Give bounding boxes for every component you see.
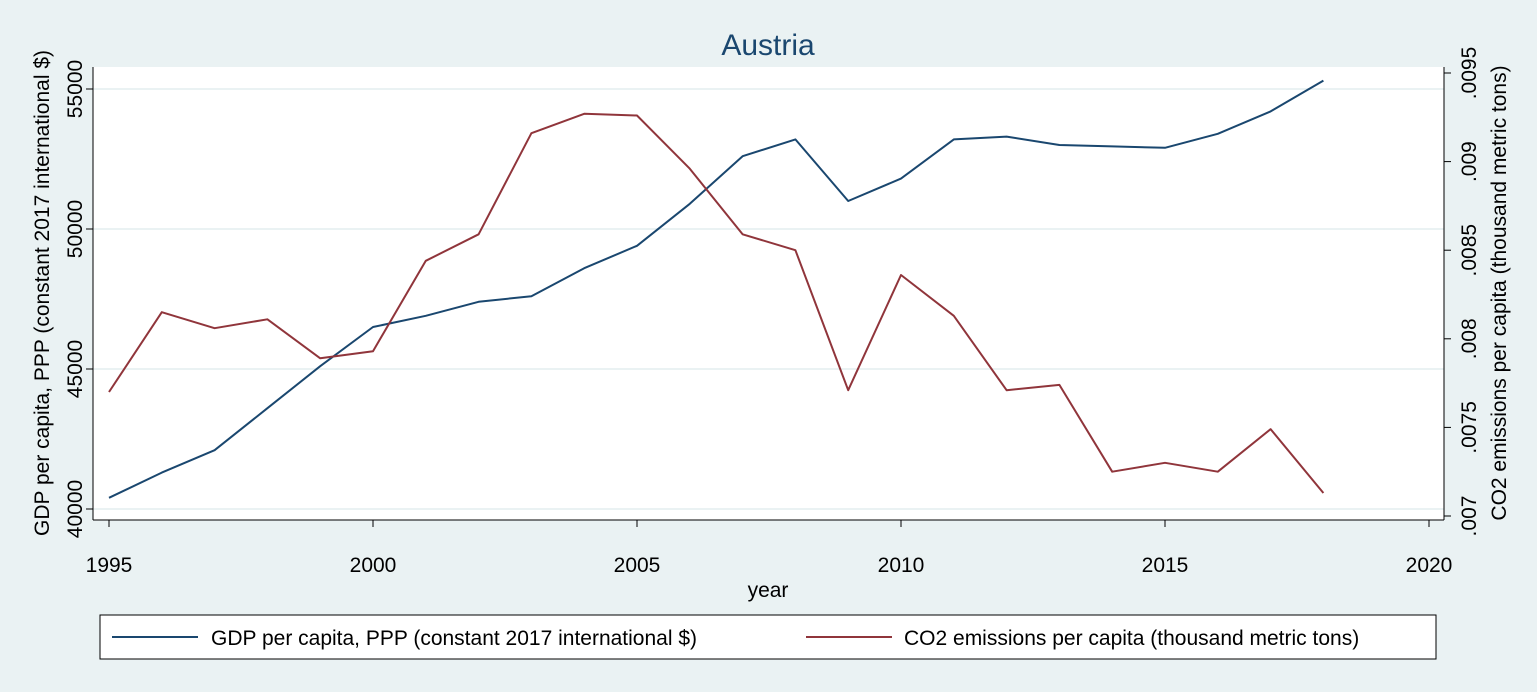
left-axis-label: GDP per capita, PPP (constant 2017 inter…: [31, 50, 54, 536]
x-axis-label: year: [748, 579, 789, 602]
x-tick-label: 1995: [86, 554, 133, 577]
x-axis-ticks: 1995 2000 2005 2010 2015 2020: [86, 520, 1453, 577]
series-line-co2: [108, 112, 1325, 494]
right-tick-label: .008: [1458, 318, 1481, 359]
right-axis-label: CO2 emissions per capita (thousand metri…: [1488, 65, 1511, 520]
left-tick-label: 40000: [64, 480, 87, 538]
left-tick-label: 50000: [64, 200, 87, 258]
plot-area: [93, 67, 1444, 520]
x-tick-label: 2020: [1406, 554, 1453, 577]
right-tick-label: .0095: [1458, 47, 1481, 100]
left-tick-label: 45000: [64, 340, 87, 398]
chart-title: Austria: [721, 29, 815, 62]
x-tick-label: 2015: [1142, 554, 1189, 577]
x-tick-label: 2010: [878, 554, 925, 577]
x-tick-label: 2005: [614, 554, 661, 577]
legend-label-gdp: GDP per capita, PPP (constant 2017 inter…: [211, 627, 697, 650]
series-line-gdp: [108, 79, 1324, 499]
left-axis-ticks: 40000 45000 50000 55000: [64, 60, 93, 538]
right-tick-label: .0075: [1458, 401, 1481, 454]
right-axis-ticks: .007 .0075 .008 .0085 .009 .0095: [1444, 47, 1481, 537]
legend-label-co2: CO2 emissions per capita (thousand metri…: [904, 627, 1359, 650]
legend: GDP per capita, PPP (constant 2017 inter…: [99, 614, 1437, 660]
right-tick-label: .0085: [1458, 224, 1481, 277]
right-tick-label: .009: [1458, 141, 1481, 182]
series-lines: [108, 79, 1325, 499]
legend-box: [99, 614, 1437, 660]
right-tick-label: .007: [1458, 496, 1481, 537]
x-tick-label: 2000: [350, 554, 397, 577]
left-tick-label: 55000: [64, 60, 87, 118]
